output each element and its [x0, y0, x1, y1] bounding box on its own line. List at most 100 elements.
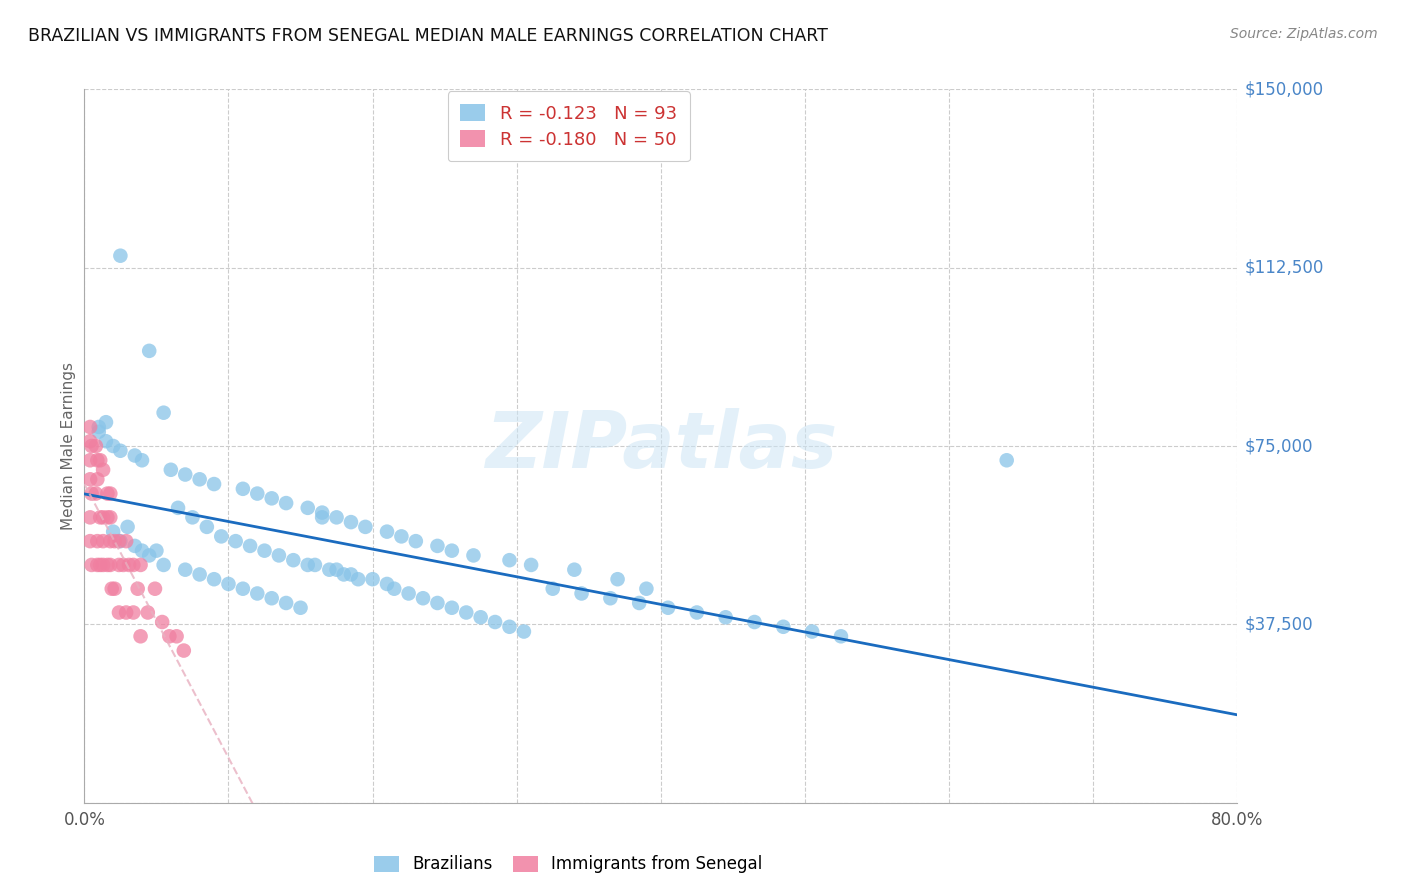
- Point: [86, 534, 108, 549]
- Point: [412, 591, 434, 606]
- Point: [290, 600, 312, 615]
- Point: [325, 510, 347, 524]
- Point: [283, 553, 305, 567]
- Point: [131, 543, 153, 558]
- Point: [87, 420, 110, 434]
- Point: [96, 486, 118, 500]
- Point: [103, 524, 124, 539]
- Point: [801, 624, 824, 639]
- Point: [167, 500, 190, 515]
- Point: [260, 491, 283, 506]
- Point: [118, 558, 141, 572]
- Point: [124, 539, 146, 553]
- Point: [498, 620, 520, 634]
- Point: [274, 596, 298, 610]
- Point: [202, 477, 225, 491]
- Point: [440, 600, 463, 615]
- Point: [426, 596, 449, 610]
- Point: [304, 558, 326, 572]
- Point: [274, 496, 298, 510]
- Point: [657, 600, 679, 615]
- Point: [131, 453, 153, 467]
- Point: [157, 629, 180, 643]
- Point: [79, 510, 101, 524]
- Point: [115, 534, 138, 549]
- Text: $37,500: $37,500: [1244, 615, 1313, 633]
- Point: [84, 486, 107, 500]
- Point: [636, 582, 658, 596]
- Point: [830, 629, 852, 643]
- Point: [253, 543, 276, 558]
- Text: $75,000: $75,000: [1244, 437, 1313, 455]
- Point: [117, 520, 139, 534]
- Point: [84, 439, 107, 453]
- Point: [217, 577, 239, 591]
- Point: [520, 558, 543, 572]
- Point: [103, 439, 124, 453]
- Text: Source: ZipAtlas.com: Source: ZipAtlas.com: [1230, 27, 1378, 41]
- Point: [195, 520, 218, 534]
- Point: [382, 582, 405, 596]
- Y-axis label: Median Male Earnings: Median Male Earnings: [60, 362, 76, 530]
- Point: [145, 543, 167, 558]
- Point: [311, 510, 333, 524]
- Point: [354, 520, 377, 534]
- Point: [94, 434, 117, 449]
- Point: [340, 567, 363, 582]
- Point: [513, 624, 536, 639]
- Point: [405, 534, 427, 549]
- Point: [267, 549, 290, 563]
- Point: [606, 572, 628, 586]
- Point: [232, 482, 254, 496]
- Point: [772, 620, 794, 634]
- Point: [91, 510, 114, 524]
- Point: [98, 534, 121, 549]
- Point: [375, 577, 398, 591]
- Text: ZIPatlas: ZIPatlas: [485, 408, 837, 484]
- Point: [122, 558, 145, 572]
- Point: [127, 582, 149, 596]
- Point: [129, 629, 152, 643]
- Text: $112,500: $112,500: [1244, 259, 1323, 277]
- Point: [297, 500, 319, 515]
- Point: [174, 467, 197, 482]
- Point: [152, 558, 174, 572]
- Point: [136, 606, 159, 620]
- Point: [181, 510, 204, 524]
- Point: [94, 415, 117, 429]
- Point: [79, 472, 101, 486]
- Point: [80, 558, 103, 572]
- Point: [100, 582, 122, 596]
- Point: [112, 558, 135, 572]
- Point: [86, 453, 108, 467]
- Point: [108, 534, 131, 549]
- Point: [115, 606, 138, 620]
- Point: [104, 534, 127, 549]
- Point: [332, 567, 354, 582]
- Point: [562, 563, 586, 577]
- Point: [143, 582, 166, 596]
- Point: [104, 582, 127, 596]
- Point: [470, 610, 492, 624]
- Point: [138, 343, 160, 358]
- Point: [110, 249, 132, 263]
- Point: [347, 572, 370, 586]
- Point: [98, 558, 121, 572]
- Point: [628, 596, 651, 610]
- Point: [463, 549, 485, 563]
- Point: [995, 453, 1018, 467]
- Point: [86, 558, 108, 572]
- Point: [91, 558, 114, 572]
- Point: [325, 563, 347, 577]
- Point: [89, 453, 111, 467]
- Point: [246, 586, 269, 600]
- Point: [260, 591, 283, 606]
- Point: [110, 443, 132, 458]
- Point: [361, 572, 384, 586]
- Point: [340, 515, 363, 529]
- Point: [96, 510, 118, 524]
- Point: [202, 572, 225, 586]
- Point: [166, 629, 188, 643]
- Point: [89, 558, 111, 572]
- Legend: Brazilians, Immigrants from Senegal: Brazilians, Immigrants from Senegal: [368, 849, 769, 880]
